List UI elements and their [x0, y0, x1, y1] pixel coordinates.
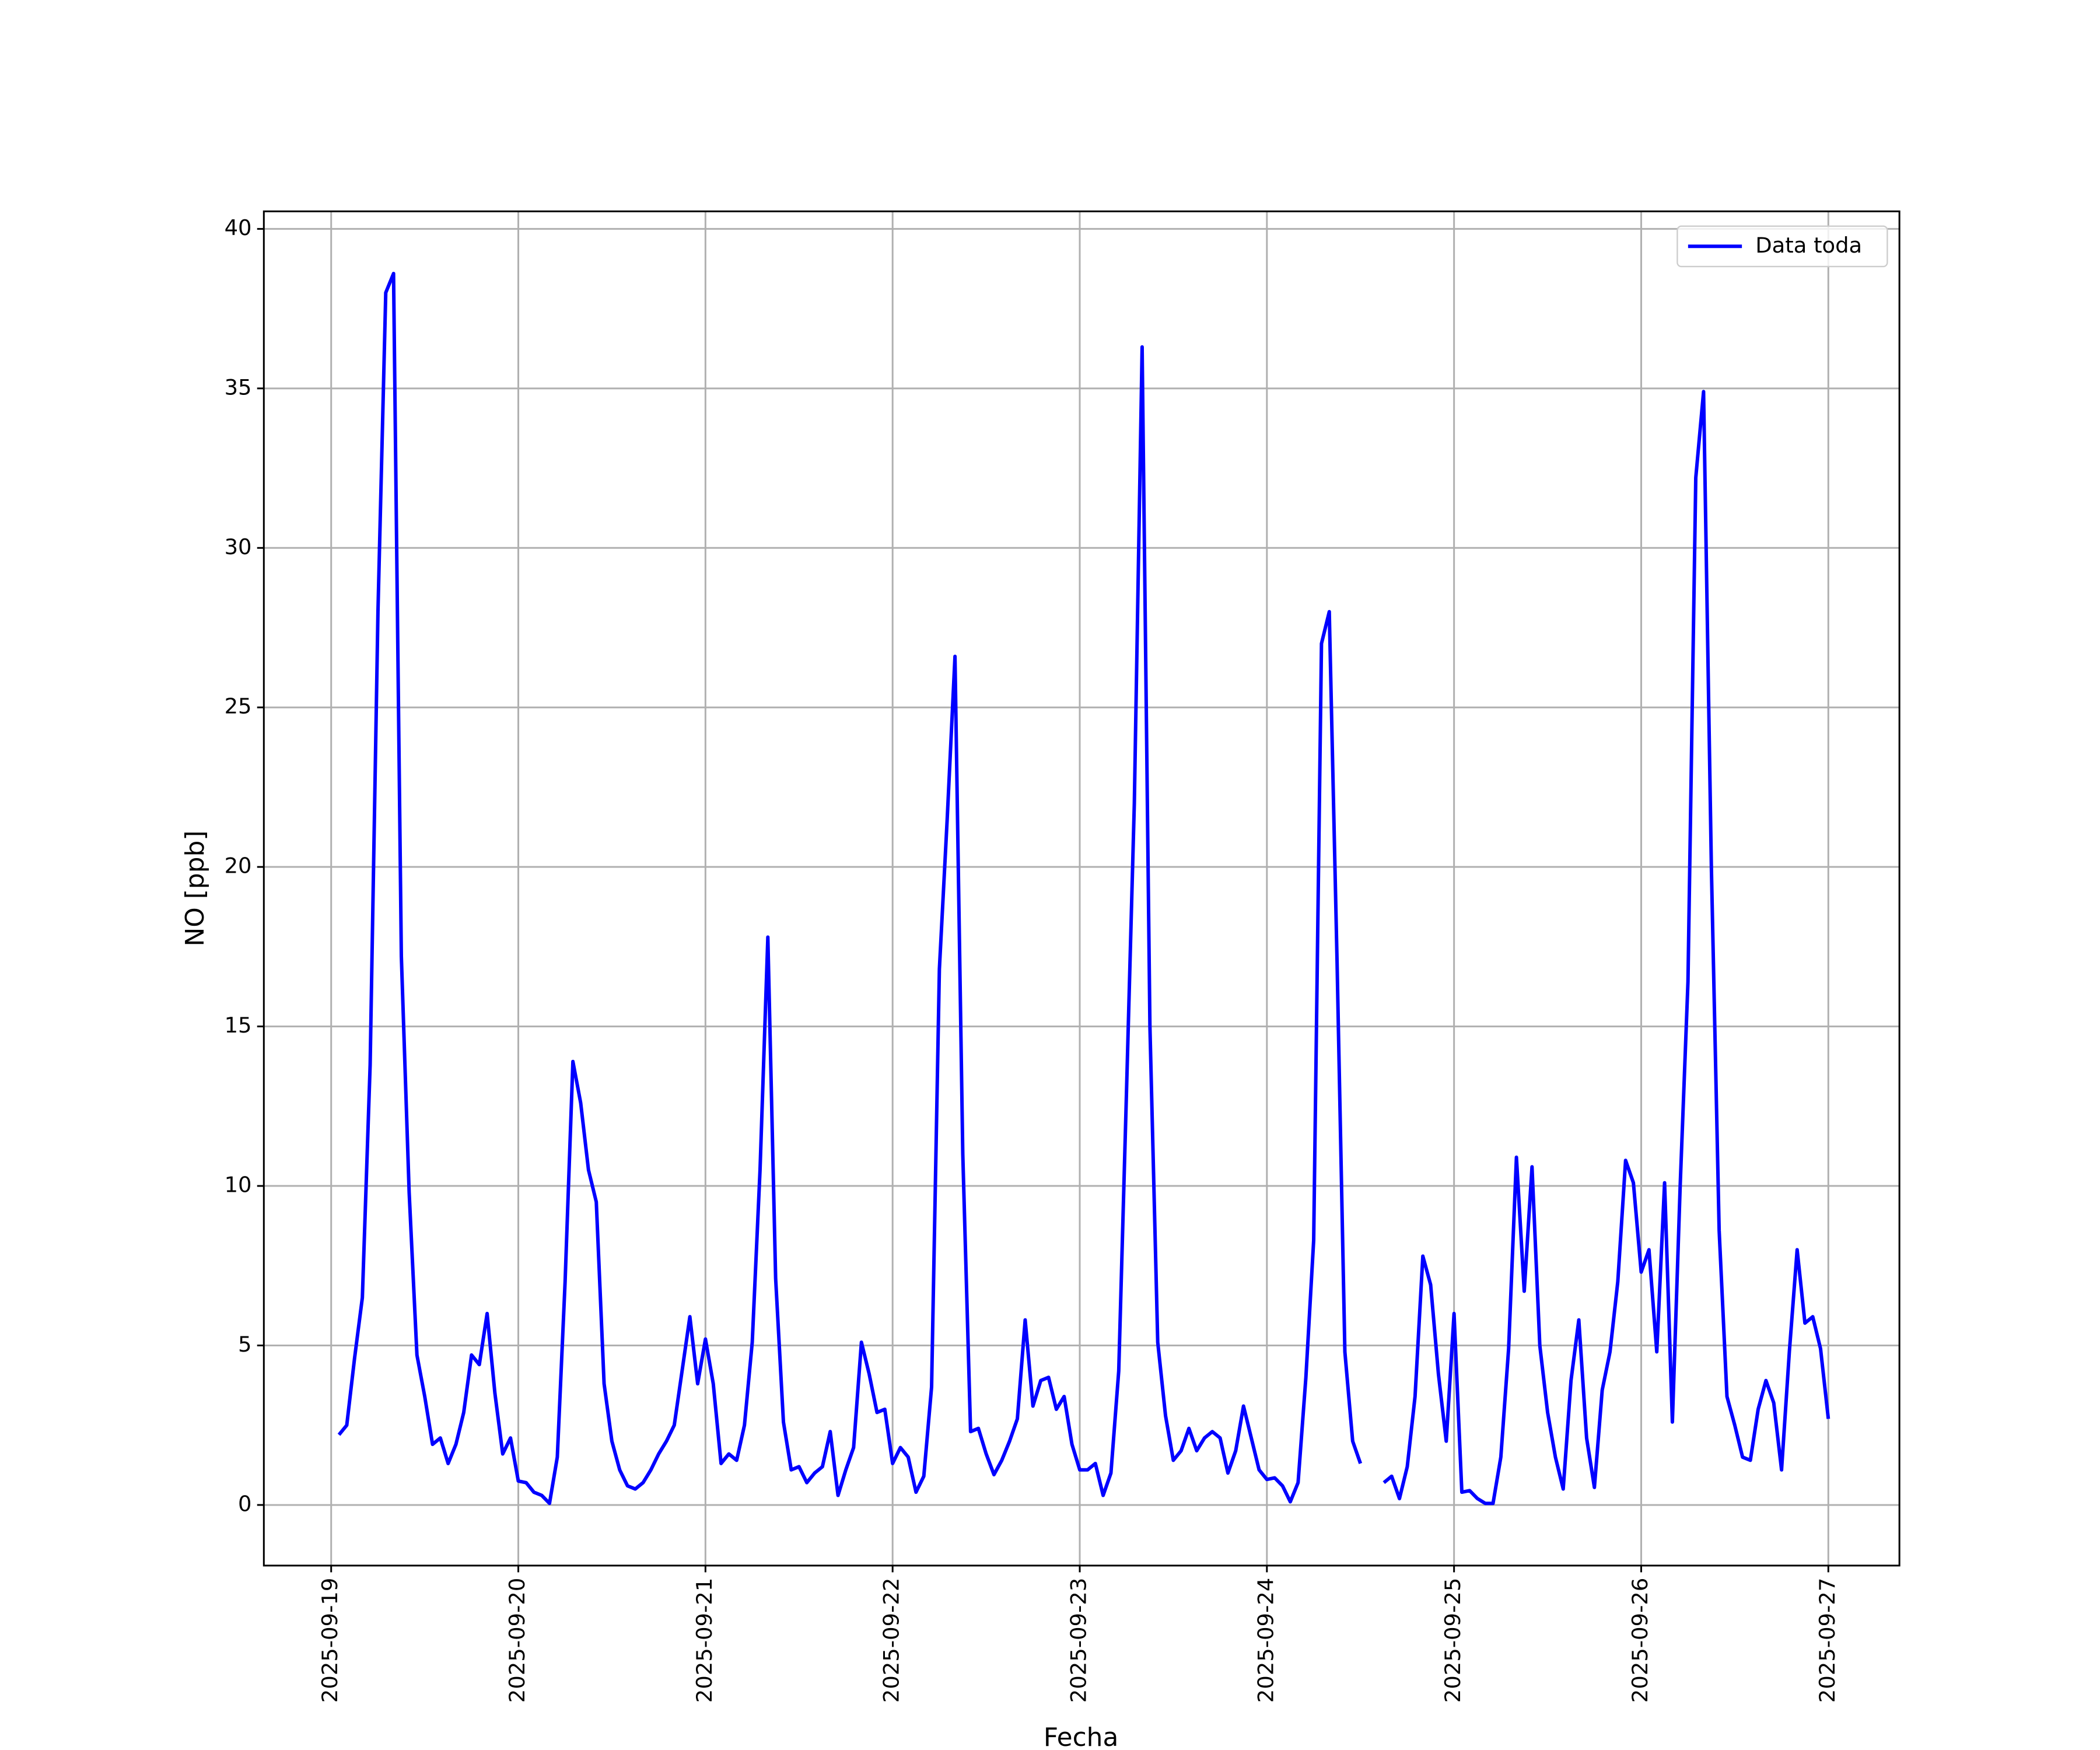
y-tick-label: 20 [225, 853, 252, 878]
x-tick-label: 2025-09-25 [1440, 1578, 1465, 1703]
y-tick-label: 40 [225, 215, 252, 240]
data-line [337, 271, 1831, 1506]
y-tick-label: 35 [225, 374, 252, 400]
x-tick-label: 2025-09-20 [505, 1578, 530, 1703]
x-tick-label: 2025-09-22 [879, 1578, 904, 1703]
y-axis-label: NO [ppb] [180, 831, 210, 947]
legend: Data toda [1676, 225, 1888, 268]
x-tick-label: 2025-09-19 [317, 1578, 342, 1703]
x-tick-label: 2025-09-27 [1815, 1578, 1840, 1703]
legend-box [1676, 225, 1888, 268]
y-tick-label: 30 [225, 534, 252, 559]
x-tick-label: 2025-09-26 [1628, 1578, 1653, 1703]
y-tick-label: 10 [225, 1172, 252, 1198]
y-tick-label: 0 [238, 1491, 251, 1516]
y-tick-label: 25 [225, 694, 252, 719]
y-tick-label: 15 [225, 1013, 252, 1038]
x-tick-label: 2025-09-24 [1253, 1578, 1278, 1703]
plot-frame [262, 210, 1901, 1567]
x-axis-label: Fecha [1044, 1723, 1119, 1750]
legend-label: Data toda [1755, 233, 1862, 258]
x-tick-label: 2025-09-23 [1066, 1578, 1091, 1703]
y-tick-label: 5 [238, 1332, 251, 1357]
x-tick-label: 2025-09-21 [692, 1578, 717, 1703]
